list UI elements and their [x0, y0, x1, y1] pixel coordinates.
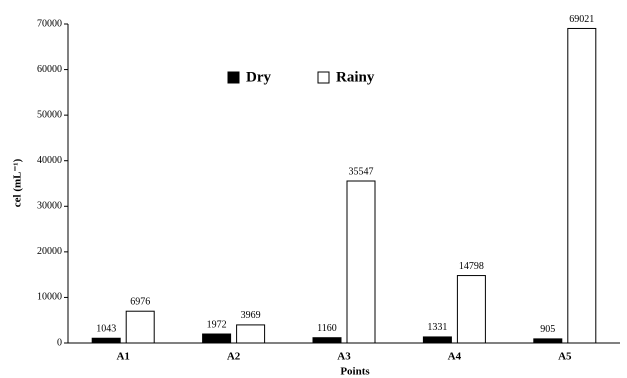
- legend-label: Dry: [246, 69, 271, 85]
- value-label: 905: [540, 324, 555, 335]
- x-tick-label: A4: [448, 351, 462, 363]
- bar: [236, 324, 266, 344]
- bar: [312, 337, 342, 344]
- y-tick-label: 10000: [37, 292, 62, 303]
- y-tick-label: 30000: [37, 201, 62, 212]
- value-label: 69021: [569, 14, 594, 25]
- value-label: 6976: [130, 297, 150, 308]
- bar: [125, 310, 155, 344]
- value-label: 14798: [459, 261, 484, 272]
- y-axis-label: cel (mL⁻¹): [12, 158, 24, 207]
- x-tick-label: A3: [337, 351, 351, 363]
- y-tick-label: 0: [57, 337, 62, 348]
- value-label: 1160: [317, 323, 337, 334]
- bar: [91, 337, 121, 344]
- x-tick-label: A1: [116, 351, 129, 363]
- y-tick-label: 70000: [37, 18, 62, 29]
- value-label: 35547: [349, 166, 374, 177]
- bar: [456, 275, 486, 344]
- bar: [202, 333, 232, 344]
- x-tick-label: A5: [558, 351, 572, 363]
- y-tick-label: 60000: [37, 64, 62, 75]
- value-label: 1331: [427, 322, 447, 333]
- bar: [533, 338, 563, 344]
- legend-swatch: [227, 71, 240, 84]
- legend-swatch: [317, 71, 330, 84]
- value-label: 1972: [207, 319, 227, 330]
- value-label: 1043: [96, 324, 116, 335]
- value-label: 3969: [241, 310, 261, 321]
- bar: [422, 336, 452, 344]
- y-tick-label: 40000: [37, 155, 62, 166]
- bar: [346, 180, 376, 344]
- x-axis-label: Points: [340, 366, 370, 378]
- y-tick-label: 50000: [37, 109, 62, 120]
- y-tick-label: 20000: [37, 246, 62, 257]
- x-tick-label: A2: [227, 351, 241, 363]
- bar: [567, 27, 597, 344]
- legend-label: Rainy: [336, 69, 375, 85]
